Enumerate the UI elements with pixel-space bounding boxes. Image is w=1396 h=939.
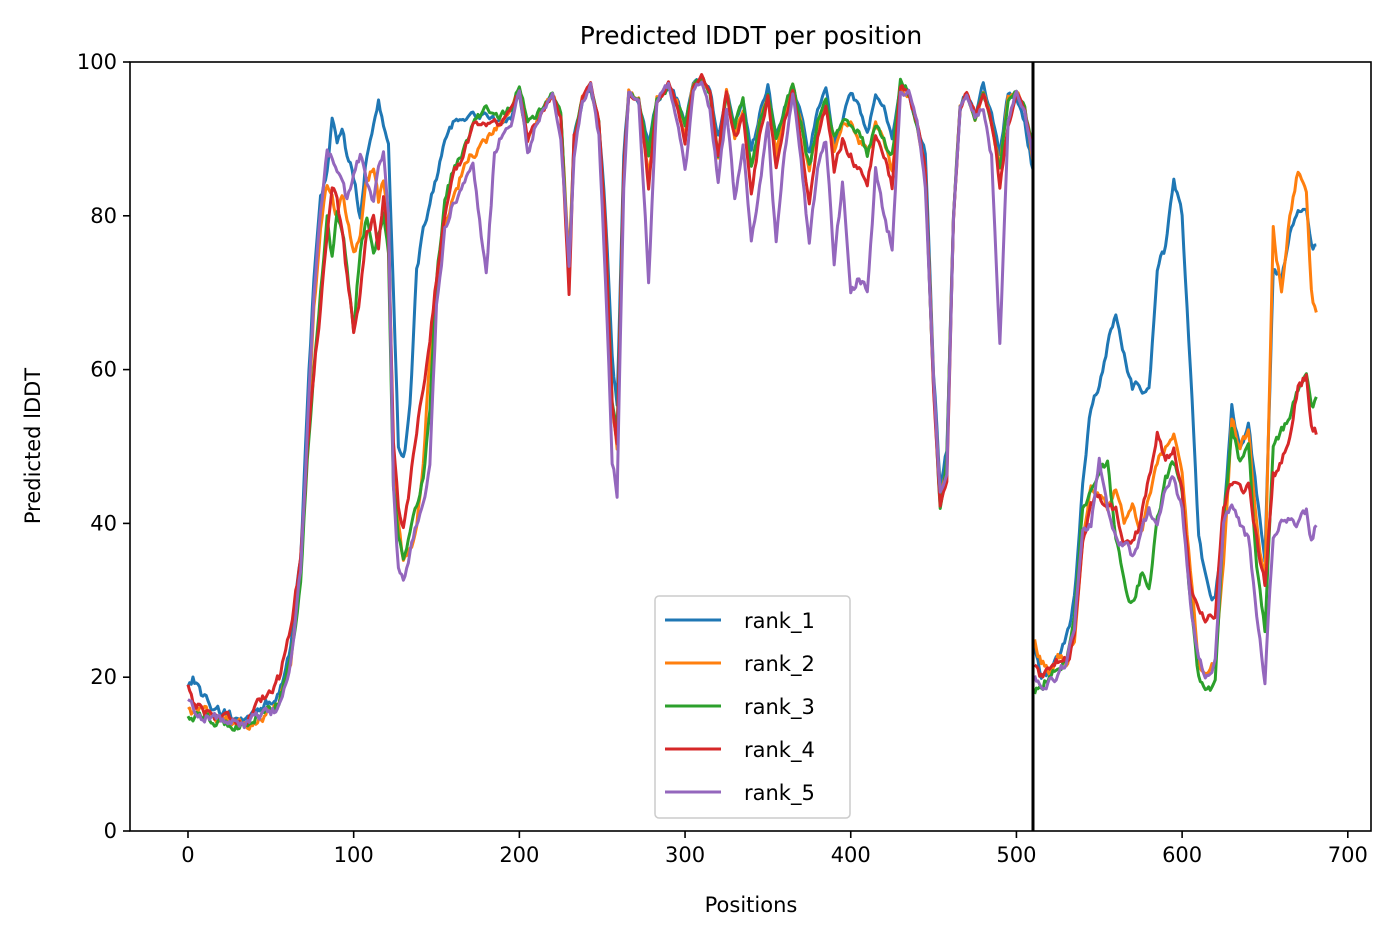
y-axis-label: Predicted lDDT — [21, 368, 45, 524]
legend-label-rank_2: rank_2 — [744, 652, 815, 677]
x-tick-label: 100 — [334, 843, 374, 867]
x-tick-label: 200 — [499, 843, 539, 867]
y-tick-label: 0 — [104, 819, 117, 843]
x-tick-label: 300 — [665, 843, 705, 867]
y-axis: 0 20 40 60 80 100 — [77, 50, 130, 843]
legend-label-rank_1: rank_1 — [744, 609, 815, 634]
legend-label-rank_3: rank_3 — [744, 695, 815, 720]
legend: rank_1 rank_2 rank_3 rank_4 rank_5 — [654, 595, 851, 819]
y-tick-label: 80 — [90, 204, 117, 228]
x-tick-label: 600 — [1162, 843, 1202, 867]
y-tick-label: 40 — [90, 511, 117, 535]
y-tick-label: 60 — [90, 358, 117, 382]
plot-area — [129, 61, 1372, 832]
x-tick-label: 0 — [181, 843, 194, 867]
series-line-rank_5 — [187, 80, 1318, 730]
y-tick-label: 20 — [90, 665, 117, 689]
plot-frame — [129, 61, 1372, 832]
x-tick-label: 400 — [831, 843, 871, 867]
chart-title: Predicted lDDT per position — [580, 21, 922, 50]
legend-box — [654, 595, 851, 819]
x-axis: 0 100 200 300 400 500 600 700 — [181, 831, 1368, 867]
legend-label-rank_4: rank_4 — [744, 738, 815, 763]
series-group — [186, 73, 1318, 732]
legend-label-rank_5: rank_5 — [744, 781, 815, 806]
x-tick-label: 500 — [996, 843, 1036, 867]
x-axis-label: Positions — [705, 893, 798, 917]
y-tick-label: 100 — [77, 50, 117, 74]
x-tick-label: 700 — [1328, 843, 1368, 867]
